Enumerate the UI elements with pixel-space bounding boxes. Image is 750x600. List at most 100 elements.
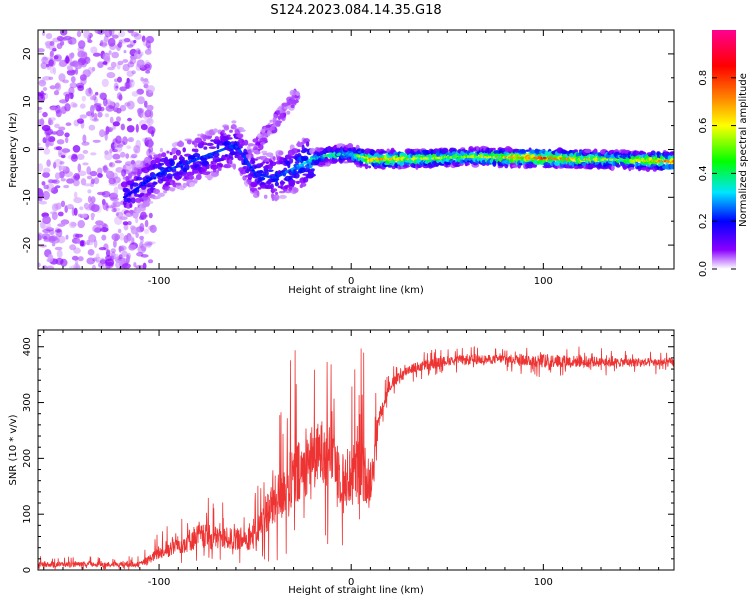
spectrogram-ridge-blob	[189, 182, 196, 187]
spectrogram-ridge-blob	[270, 183, 274, 190]
spectrogram-ytick-label: -10	[22, 189, 33, 205]
spectrogram-ridge-blob	[139, 192, 145, 197]
spectrogram-noise-blob	[106, 205, 115, 209]
spectrogram-noise-blob	[56, 232, 60, 238]
spectrogram-branch-blob	[277, 115, 282, 120]
spectrogram-noise-blob	[69, 62, 76, 67]
spectrogram-branch-blob	[291, 94, 296, 101]
spectrogram-noise-blob	[125, 161, 133, 166]
spectrogram-noise-blob	[144, 219, 149, 228]
spectrogram-noise-blob	[147, 259, 154, 264]
spectrogram-ridge-blob	[197, 133, 201, 137]
spectrogram-noise-blob	[76, 30, 82, 38]
spectrogram-noise-blob	[90, 196, 96, 204]
spectrogram-noise-blob	[127, 61, 135, 68]
spectrogram-noise-blob	[118, 30, 126, 37]
spectrogram-noise-blob	[144, 241, 153, 246]
spectrogram-ridge-blob	[126, 197, 132, 204]
spectrogram-ridge-blob	[219, 163, 224, 168]
spectrogram-noise-blob	[122, 63, 130, 72]
spectrogram-noise-blob	[120, 151, 126, 158]
spectrogram-noise-blob	[38, 79, 47, 87]
spectrogram-ridge-blob	[444, 161, 451, 166]
spectrogram-ridge-blob	[286, 155, 293, 159]
spectrogram-noise-blob	[43, 226, 51, 230]
spectrogram-noise-blob	[104, 152, 113, 161]
spectrogram-noise-blob	[42, 171, 50, 178]
spectrogram-noise-blob	[48, 138, 54, 147]
spectrogram-noise-blob	[86, 175, 93, 180]
snr-series-line	[38, 346, 674, 570]
spectrogram-noise-blob	[86, 257, 95, 265]
spectrogram-noise-blob	[39, 118, 45, 126]
spectrogram-noise-blob	[77, 256, 84, 262]
spectrogram-ridge-blob	[200, 167, 207, 172]
spectrogram-noise-blob	[42, 55, 48, 63]
spectrogram-ytick-label: 10	[22, 95, 33, 108]
spectrogram-noise-blob	[104, 113, 110, 118]
spectrogram-xtick-label: -100	[148, 276, 171, 287]
spectrogram-noise-blob	[42, 215, 51, 225]
spectrogram-noise-blob	[127, 221, 132, 226]
spectrogram-ridge-blob	[259, 170, 264, 174]
spectrogram-noise-blob	[69, 82, 78, 89]
snr-frame	[37, 329, 675, 571]
spectrogram-noise-blob	[65, 136, 69, 144]
spectrogram-ridge-blob	[237, 133, 244, 139]
spectrogram-ridge-blob	[287, 162, 291, 169]
spectrogram-noise-blob	[130, 153, 138, 159]
spectrogram-noise-blob	[39, 80, 46, 84]
spectrogram-ridge-blob	[194, 137, 202, 144]
spectrogram-noise-blob	[127, 30, 134, 34]
spectrogram-ridge-blob	[513, 148, 521, 153]
spectrogram-branch-blob	[269, 119, 273, 123]
spectrogram-noise-blob	[57, 223, 66, 227]
spectrogram-ridge-blob	[252, 158, 259, 161]
spectrogram-ridge-blob	[273, 194, 280, 201]
spectrogram-ridge-blob	[302, 176, 309, 183]
spectrogram-noise-blob	[112, 121, 121, 127]
spectrogram-noise-blob	[48, 117, 52, 126]
spectrogram-noise-blob	[41, 265, 48, 269]
spectrogram-noise-blob	[131, 91, 139, 97]
spectrogram-ridge-blob	[234, 152, 242, 157]
spectrogram-noise-blob	[139, 222, 145, 232]
spectrogram-noise-blob	[100, 227, 109, 233]
spectrogram-ridge-blob	[466, 162, 470, 166]
spectrogram-noise-blob	[136, 59, 145, 68]
spectrogram-ridge-blob	[368, 165, 372, 169]
spectrogram-noise-blob	[120, 123, 126, 131]
spectrogram-noise-blob	[118, 94, 123, 101]
spectrogram-ridge-blob	[166, 150, 170, 154]
spectrogram-xtick-label: 100	[534, 276, 553, 287]
spectrogram-noise-blob	[104, 56, 110, 62]
spectrogram-noise-blob	[135, 139, 141, 149]
spectrogram-noise-blob	[41, 181, 46, 186]
spectrogram-noise-blob	[92, 118, 99, 122]
spectrogram-noise-blob	[78, 40, 86, 49]
spectrogram-noise-blob	[85, 242, 94, 246]
spectrogram-ridge-blob	[120, 181, 128, 188]
spectrogram-noise-blob	[42, 228, 51, 234]
spectrogram-ridge-blob	[242, 166, 249, 169]
spectrogram-noise-blob	[74, 174, 80, 180]
spectrogram-noise-blob	[82, 134, 87, 143]
spectrogram-noise-blob	[108, 105, 114, 109]
spectrogram-noise-blob	[77, 170, 87, 177]
spectrogram-noise-blob	[81, 51, 88, 58]
spectrogram-noise-blob	[119, 86, 127, 92]
spectrogram-noise-blob	[93, 177, 100, 185]
spectrogram-noise-blob	[92, 139, 101, 143]
spectrogram-noise-blob	[108, 50, 112, 55]
spectrogram-noise-blob	[55, 129, 64, 137]
spectrogram-noise-blob	[81, 95, 87, 102]
spectrogram-ridge-blob	[300, 182, 307, 187]
spectrogram-noise-blob	[70, 76, 76, 83]
snr-ticks: -100 0 100 0 100 200 300 400	[22, 330, 674, 588]
spectrogram-noise-blob	[136, 88, 144, 95]
snr-xtick-label: 0	[348, 577, 354, 588]
spectrogram-noise-blob	[49, 41, 55, 46]
spectrogram-noise-blob	[95, 91, 99, 96]
spectrogram-branch-blob	[261, 132, 268, 138]
